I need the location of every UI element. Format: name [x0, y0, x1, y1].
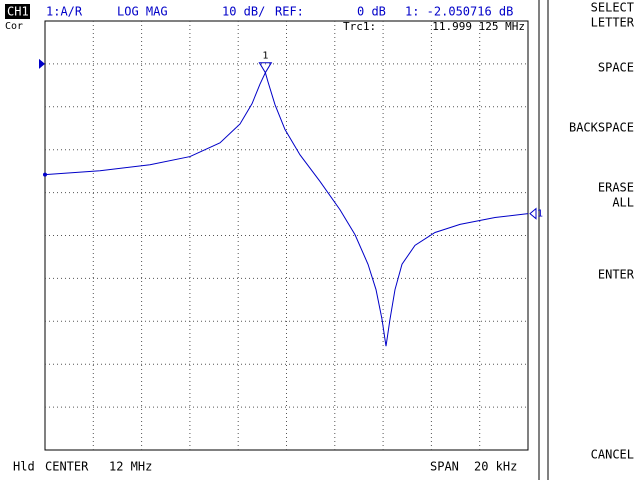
channel: CH1	[7, 5, 29, 19]
correction: Cor	[5, 21, 23, 32]
softkey-label: SPACE	[598, 61, 634, 75]
span-value: 20 kHz	[474, 460, 517, 474]
format: LOG MAG	[117, 5, 168, 19]
softkey-label: CANCEL	[591, 448, 634, 462]
ref-value: 0 dB	[357, 5, 386, 19]
center-value: 12 MHz	[109, 460, 152, 474]
trace	[44, 71, 529, 347]
softkey-label: ENTER	[598, 268, 635, 282]
softkey-label: BACKSPACE	[569, 121, 634, 135]
marker-readout: 1: -2.050716 dB	[405, 5, 513, 19]
channel-badge	[5, 4, 30, 19]
softkey-label: SELECT	[591, 1, 634, 15]
ref-arrow	[39, 58, 45, 69]
softkey-label: LETTER	[591, 16, 635, 30]
center-label: CENTER	[45, 460, 89, 474]
measurement: 1:A/R	[46, 5, 83, 19]
end-arrow	[529, 207, 537, 220]
softkey-label: ALL	[612, 196, 634, 210]
softkey-label: ERASE	[598, 181, 634, 195]
start-dot	[43, 172, 47, 177]
marker-freq: 11.999 125 MHz	[432, 20, 525, 33]
end-arrow-label: 1	[537, 209, 543, 220]
marker	[258, 62, 273, 74]
ref-label: REF:	[275, 5, 304, 19]
scale: 10 dB/	[222, 5, 265, 19]
marker-label: 1	[262, 51, 268, 62]
hold: Hld	[13, 460, 35, 474]
plot: 11	[39, 51, 543, 347]
span-label: SPAN	[430, 460, 459, 474]
grid	[45, 21, 528, 450]
trace-label: Trc1:	[343, 20, 376, 33]
